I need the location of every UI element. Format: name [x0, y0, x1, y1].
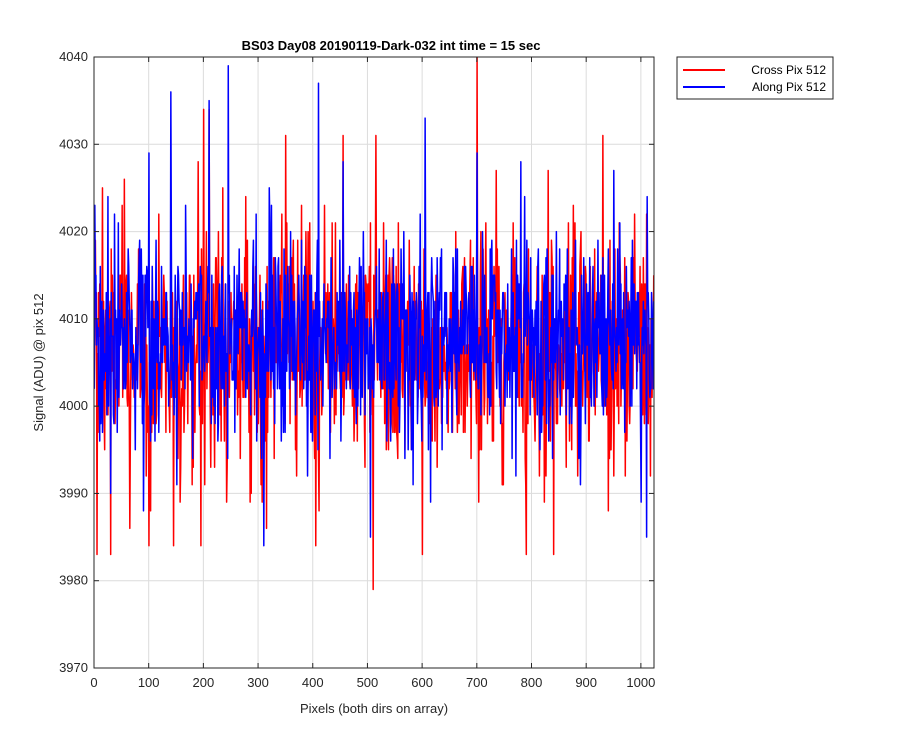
y-tick-label: 4010 [59, 311, 88, 326]
x-tick-label: 400 [302, 675, 324, 690]
x-tick-label: 200 [193, 675, 215, 690]
axis-ticks: 0 100 200 300 400 500 600 700 800 900 1000 3970 3980… [59, 49, 655, 690]
x-tick-label: 100 [138, 675, 160, 690]
x-tick-label: 900 [575, 675, 597, 690]
x-tick-label: 1000 [626, 675, 655, 690]
x-tick-label: 300 [247, 675, 269, 690]
x-tick-label: 800 [521, 675, 543, 690]
x-axis-label: Pixels (both dirs on array) [300, 701, 448, 716]
series-group [94, 57, 654, 591]
y-tick-label: 4040 [59, 49, 88, 64]
y-tick-label: 4020 [59, 224, 88, 239]
x-tick-label: 0 [90, 675, 97, 690]
chart-title: BS03 Day08 20190119-Dark-032 int time = … [242, 38, 541, 53]
legend-box [676, 56, 834, 100]
x-tick-label: 600 [411, 675, 433, 690]
legend-entry-along: Along Pix 512 [752, 80, 826, 94]
y-tick-label: 3990 [59, 485, 88, 500]
legend: Cross Pix 512 Along Pix 512 [676, 56, 834, 100]
y-tick-label: 4000 [59, 398, 88, 413]
plot-border [93, 56, 655, 669]
y-tick-label: 3980 [59, 573, 88, 588]
x-tick-label: 500 [357, 675, 379, 690]
y-axis-label: Signal (ADU) @ pix 512 [31, 293, 46, 431]
y-tick-label: 3970 [59, 660, 88, 675]
series-line-along [94, 64, 654, 547]
x-tick-label: 700 [466, 675, 488, 690]
y-tick-label: 4030 [59, 136, 88, 151]
legend-entry-cross: Cross Pix 512 [751, 63, 826, 77]
